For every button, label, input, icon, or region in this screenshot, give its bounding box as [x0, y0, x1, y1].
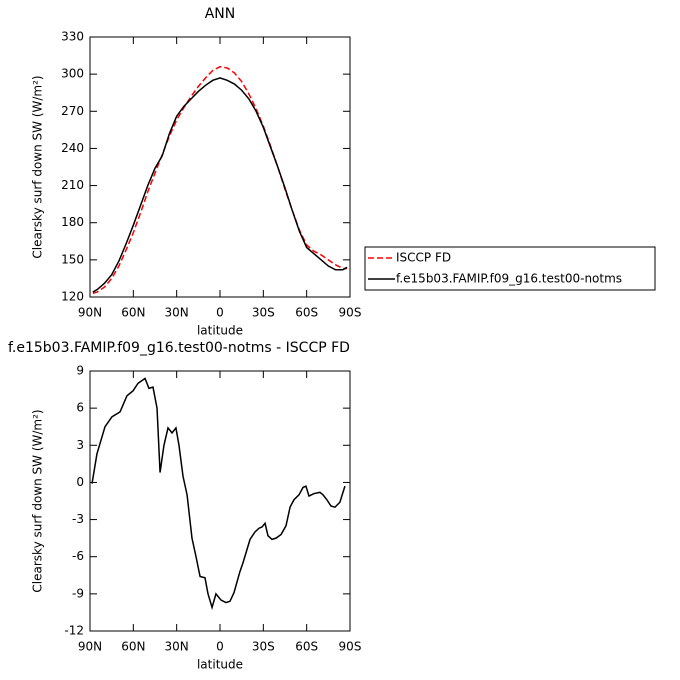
y-tick-label: 9: [76, 364, 84, 378]
y-tick-label: 3: [76, 438, 84, 452]
y-tick-label: 180: [61, 215, 84, 229]
x-tick-label: 30S: [252, 640, 275, 654]
x-axis-label: latitude: [197, 324, 243, 338]
y-axis-label: Clearsky surf down SW (W/m²): [31, 75, 45, 258]
data-line: [91, 377, 346, 611]
plot-frame: [89, 36, 351, 298]
legend-label: f.e15b03.FAMIP.f09_g16.test00-notms: [396, 272, 622, 286]
x-tick-label: 60N: [121, 640, 145, 654]
chart-title: ANN: [205, 6, 236, 22]
x-tick-label: 90S: [339, 306, 362, 320]
x-tick-label: 0: [216, 640, 224, 654]
x-tick-label: 30S: [252, 306, 275, 320]
y-tick-label: -3: [72, 512, 84, 526]
y-tick-label: -9: [72, 586, 84, 600]
y-tick-label: 330: [61, 30, 84, 44]
legend-box: [364, 246, 656, 291]
y-tick-label: 210: [61, 178, 84, 192]
y-tick-label: 270: [61, 104, 84, 118]
x-tick-label: 60N: [121, 306, 145, 320]
y-tick-label: 0: [76, 475, 84, 489]
data-line: [92, 77, 348, 293]
data-line: [92, 65, 348, 295]
x-tick-label: 90N: [78, 640, 102, 654]
legend-label: ISCCP FD: [396, 251, 451, 265]
y-tick-label: -6: [72, 549, 84, 563]
y-tick-label: 150: [61, 252, 84, 266]
x-tick-label: 90S: [339, 640, 362, 654]
y-tick-label: 6: [76, 401, 84, 415]
y-tick-label: -12: [64, 624, 84, 638]
x-tick-label: 90N: [78, 306, 102, 320]
x-tick-label: 60S: [295, 640, 318, 654]
y-tick-label: 300: [61, 67, 84, 81]
x-tick-label: 60S: [295, 306, 318, 320]
y-tick-label: 240: [61, 141, 84, 155]
x-axis-label: latitude: [197, 658, 243, 672]
x-tick-label: 30N: [165, 640, 189, 654]
y-tick-label: 120: [61, 290, 84, 304]
plot-frame: [89, 370, 351, 632]
y-axis-label: Clearsky surf down SW (W/m²): [31, 409, 45, 592]
chart-title: f.e15b03.FAMIP.f09_g16.test00-notms - IS…: [8, 340, 350, 356]
x-tick-label: 0: [216, 306, 224, 320]
x-tick-label: 30N: [165, 306, 189, 320]
